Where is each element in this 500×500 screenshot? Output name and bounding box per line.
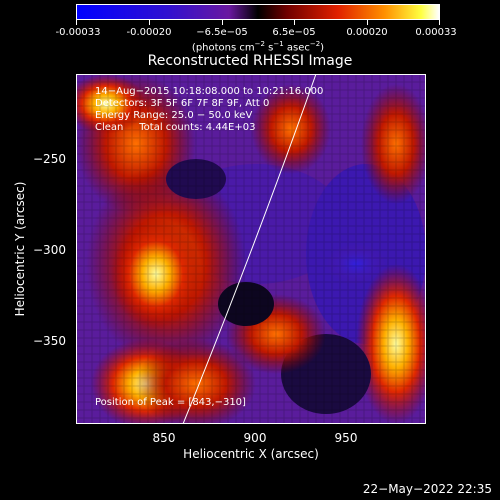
colorbar-tick — [149, 20, 150, 25]
x-tick-label: 900 — [243, 431, 267, 445]
y-tick-label: −300 — [33, 243, 66, 257]
colorbar-tick-label: 6.5e−05 — [272, 27, 316, 38]
colorbar-tick — [222, 20, 223, 25]
colorbar-tick-label: -0.00033 — [55, 27, 101, 38]
x-tick-label: 850 — [152, 431, 176, 445]
colorbar-tick — [76, 20, 77, 25]
info-peak-position: Position of Peak = [843,−310] — [95, 397, 246, 408]
x-axis-title: Heliocentric X (arcsec) — [183, 447, 319, 461]
plot-title: Reconstructed RHESSI Image — [147, 53, 353, 69]
colorbar-tick-label: -0.00020 — [126, 27, 172, 38]
y-tick-label: −350 — [33, 334, 66, 348]
rhessi-image — [76, 74, 426, 424]
x-tick-label: 950 — [334, 431, 358, 445]
colorbar-tick-label: −6.5e−05 — [196, 27, 248, 38]
info-energy-range: Energy Range: 25.0 − 50.0 keV — [95, 110, 253, 121]
timestamp: 22−May−2022 22:35 — [362, 482, 492, 496]
y-tick-label: −250 — [33, 152, 66, 166]
plot-frame — [76, 74, 426, 424]
colorbar-tick-label: 0.00033 — [415, 27, 457, 38]
colorbar-tick-label: 0.00020 — [346, 27, 388, 38]
info-total-counts: Clean Total counts: 4.44E+03 — [95, 122, 256, 133]
colorbar — [76, 4, 440, 20]
colorbar-units: (photons cm−2 s−1 asec−2) — [191, 40, 325, 54]
colorbar-tick — [367, 20, 368, 25]
colorbar-tick — [439, 20, 440, 25]
info-detectors: Detectors: 3F 5F 6F 7F 8F 9F, Att 0 — [95, 98, 270, 109]
colorbar-tick — [294, 20, 295, 25]
y-axis-title: Heliocentric Y (arcsec) — [13, 181, 27, 317]
info-time-range: 14−Aug−2015 10:18:08.000 to 10:21:16.000 — [95, 86, 324, 97]
limb-line — [182, 74, 317, 424]
